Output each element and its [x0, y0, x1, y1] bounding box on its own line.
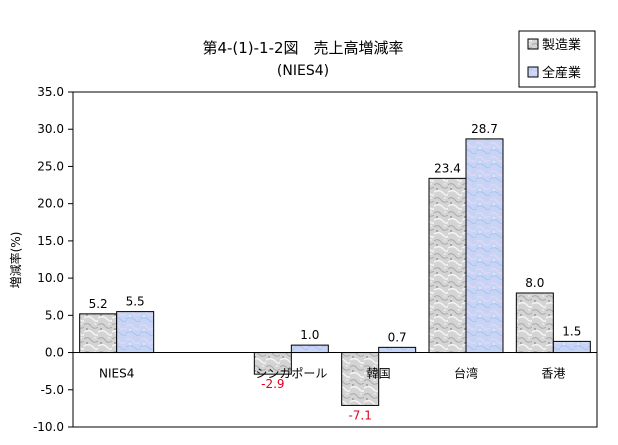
y-tick-label: 25.0: [37, 159, 64, 173]
y-tick-label: -5.0: [41, 383, 64, 397]
bar-all-industries: [552, 340, 591, 354]
data-label-all-industries: 1.5: [562, 324, 581, 338]
data-label-all-industries: 1.0: [300, 328, 319, 342]
data-label-manufacturing: 23.4: [434, 161, 461, 175]
y-tick-label: 15.0: [37, 234, 64, 248]
bar-all-industries: [378, 346, 417, 354]
category-label: 香港: [541, 367, 565, 381]
bars: [79, 138, 591, 406]
y-tick-label: 10.0: [37, 271, 64, 285]
bar-manufacturing: [515, 292, 554, 354]
category-label: NIES4: [99, 367, 134, 381]
y-tick-label: -10.0: [33, 420, 64, 434]
chart-subtitle: (NIES4): [277, 63, 329, 79]
data-label-manufacturing: 8.0: [525, 276, 544, 290]
y-tick-label: 35.0: [37, 85, 64, 99]
legend-swatch-manufacturing: [527, 38, 539, 50]
chart-title: 第4-(1)-1-2図 売上高増減率: [202, 39, 403, 57]
data-label-all-industries: 28.7: [471, 122, 498, 136]
category-label: 台湾: [454, 366, 478, 381]
bar-manufacturing: [79, 313, 118, 354]
bar-all-industries: [290, 344, 329, 354]
bar-all-industries: [116, 311, 155, 354]
y-axis-title: 増減率(%): [8, 232, 23, 289]
bar-manufacturing: [428, 177, 467, 354]
data-label-all-industries: 0.7: [388, 330, 407, 344]
data-labels: 5.2 -2.9 -7.1 23.4 8.0 5.5 1.0 0.7 28.7 1.5: [89, 122, 582, 423]
bar-all-industries: [465, 138, 504, 354]
category-label: 韓国: [367, 367, 391, 381]
y-axis-ticks: 35.0 30.0 25.0 20.0 15.0 10.0 5.0 0.0 -5.0 -10.0: [33, 85, 73, 434]
data-label-manufacturing: -7.1: [348, 408, 371, 422]
y-tick-label: 0.0: [45, 346, 64, 360]
category-labels: NIES4 シンガポール 韓国 台湾 香港: [99, 366, 565, 381]
data-label-manufacturing: -2.9: [261, 377, 284, 391]
y-tick-label: 5.0: [45, 308, 64, 322]
bar-manufacturing: [341, 352, 380, 406]
y-tick-label: 30.0: [37, 122, 64, 136]
category-label: シンガポール: [255, 367, 327, 381]
legend-label-manufacturing: 製造業: [542, 37, 581, 53]
y-tick-label: 20.0: [37, 197, 64, 211]
legend: 製造業 全産業: [518, 30, 596, 88]
data-label-all-industries: 5.5: [126, 295, 145, 309]
data-label-manufacturing: 5.2: [89, 297, 108, 311]
legend-swatch-all-industries: [527, 66, 539, 78]
plot-area: [72, 91, 598, 428]
legend-label-all-industries: 全産業: [542, 65, 581, 81]
